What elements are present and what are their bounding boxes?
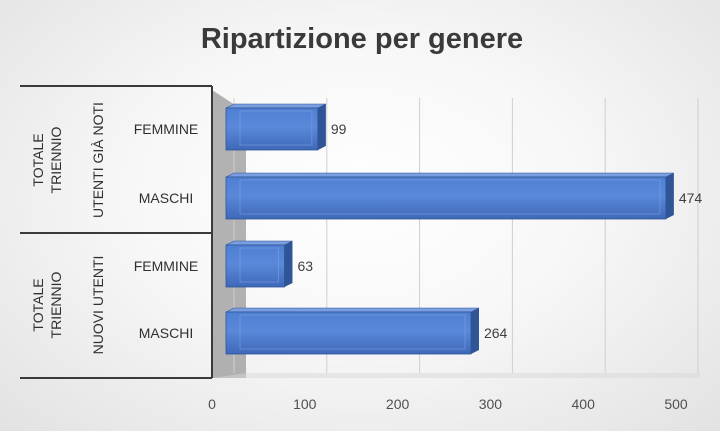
bar-front-face (225, 107, 319, 151)
bar-side-face (317, 104, 326, 150)
bar-top-face (225, 240, 293, 246)
bar (225, 103, 327, 151)
x-tick-label: 100 (293, 396, 317, 412)
data-labels: 99 474 63 264 (297, 121, 702, 341)
group-label-outer: TRIENNIO (48, 126, 64, 193)
x-tick-label: 200 (386, 396, 410, 412)
bar-highlight (239, 110, 313, 146)
bar-side-face (470, 308, 479, 354)
data-label: 63 (297, 258, 313, 274)
group-label-inner: UTENTI GIÀ NOTI (90, 102, 106, 218)
bars (225, 103, 675, 355)
chart-title: Ripartizione per genere (201, 23, 523, 55)
chart-floor (212, 90, 700, 378)
category-axis-frame (20, 85, 213, 379)
floor-wall (212, 90, 246, 378)
data-label: 474 (679, 190, 703, 206)
bar-highlight (239, 247, 279, 283)
bar-front-face (225, 311, 472, 355)
bar-highlight (239, 314, 466, 350)
bar-top-face (225, 172, 675, 178)
group-label-outer: TRIENNIO (48, 271, 64, 338)
group-label-inner: NUOVI UTENTI (90, 256, 106, 355)
bar-front-face (225, 176, 667, 220)
data-label: 99 (331, 121, 347, 137)
category-label: MASCHI (139, 190, 193, 206)
bar-side-face (665, 173, 674, 219)
category-label: FEMMINE (134, 121, 199, 137)
bar-top-face (225, 307, 480, 313)
group-label-outer: TOTALE (30, 278, 46, 331)
x-tick-label: 500 (664, 396, 688, 412)
x-tick-label: 0 (208, 396, 216, 412)
x-tick-label: 300 (479, 396, 503, 412)
bar (225, 172, 675, 220)
bar-highlight (239, 179, 661, 215)
category-labels: FEMMINE MASCHI FEMMINE MASCHI (134, 121, 199, 341)
x-axis-ticks: 0 100 200 300 400 500 (208, 396, 688, 412)
group-label-outer: TOTALE (30, 133, 46, 186)
data-label: 264 (484, 325, 508, 341)
bar-front-face (225, 244, 285, 288)
category-label: MASCHI (139, 325, 193, 341)
bar-top-face (225, 103, 327, 109)
bar (225, 240, 293, 288)
x-tick-label: 400 (572, 396, 596, 412)
bar (225, 307, 480, 355)
bar-side-face (284, 241, 293, 287)
floor-plane (212, 373, 700, 378)
category-label: FEMMINE (134, 258, 199, 274)
